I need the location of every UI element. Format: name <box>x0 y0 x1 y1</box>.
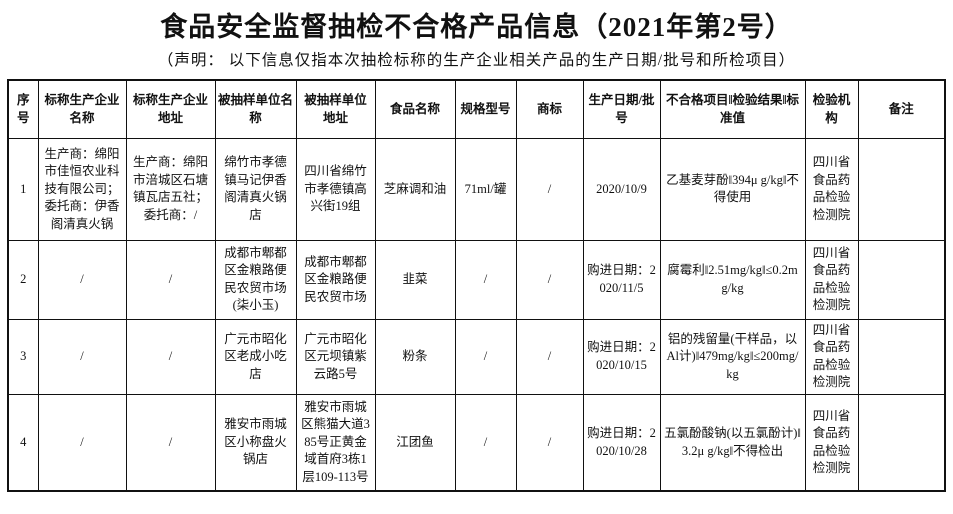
column-header-producer-name: 标称生产企业名称 <box>37 79 127 139</box>
table-cell: / <box>454 318 517 395</box>
table-cell <box>857 393 946 492</box>
table-cell <box>857 137 946 241</box>
column-header-remarks: 备注 <box>857 79 946 139</box>
table-cell: 购进日期：2020/11/5 <box>582 239 661 320</box>
column-header-inspection-agency: 检验机构 <box>804 79 859 139</box>
table-row: 2 / / 成都市郫都区金粮路便民农贸市场(柒小玉) 成都市郫都区金粮路便民农贸… <box>7 239 946 320</box>
page-title: 食品安全监督抽检不合格产品信息（2021年第2号） <box>160 12 793 42</box>
table-cell: / <box>515 239 584 320</box>
table-cell: / <box>37 393 127 492</box>
table-row: 3 / / 广元市昭化区老成小吃店 广元市昭化区元坝镇紫云路5号 粉条 / / … <box>7 318 946 395</box>
table-cell: 粉条 <box>374 318 456 395</box>
table-cell: 四川省食品药品检验检测院 <box>804 318 859 395</box>
table-cell: 四川省绵竹市孝德镇高兴街19组 <box>295 137 376 241</box>
document-page: 食品安全监督抽检不合格产品信息（2021年第2号） （声明： 以下信息仅指本次抽… <box>0 11 953 493</box>
column-header-trademark: 商标 <box>515 79 584 139</box>
column-header-food-name: 食品名称 <box>374 79 456 139</box>
table-cell: 乙基麦芽酚‖394μ g/kg‖不得使用 <box>659 137 806 241</box>
table-header-row: 序号 标称生产企业名称 标称生产企业地址 被抽样单位名称 被抽样单位地址 食品名… <box>7 79 946 139</box>
table-cell: 雅安市雨城区熊猫大道385号正黄金域首府3栋1层109-113号 <box>295 393 376 492</box>
table-cell: 四川省食品药品检验检测院 <box>804 393 859 492</box>
table-cell: / <box>37 318 127 395</box>
table-cell: 生产商：绵阳市涪城区石塘镇瓦店五社；委托商：/ <box>125 137 216 241</box>
table-row: 4 / / 雅安市雨城区小称盘火锅店 雅安市雨城区熊猫大道385号正黄金域首府3… <box>7 393 946 492</box>
table-cell: 绵竹市孝德镇马记伊香阁清真火锅店 <box>214 137 297 241</box>
table-cell: 成都市郫都区金粮路便民农贸市场 <box>295 239 376 320</box>
table-cell <box>857 239 946 320</box>
table-cell: 1 <box>7 137 39 241</box>
table-cell: 五氯酚酸钠(以五氯酚计)‖3.2μ g/kg‖不得检出 <box>659 393 806 492</box>
column-header-producer-address: 标称生产企业地址 <box>125 79 216 139</box>
column-header-sampled-unit-address: 被抽样单位地址 <box>295 79 376 139</box>
table-cell: 韭菜 <box>374 239 456 320</box>
table-cell: 广元市昭化区元坝镇紫云路5号 <box>295 318 376 395</box>
page-subtitle: （声明： 以下信息仅指本次抽检标称的生产企业相关产品的生产日期/批号和所检项目） <box>157 51 796 69</box>
table-cell: / <box>454 239 517 320</box>
table-row: 1 生产商：绵阳市佳恒农业科技有限公司；委托商：伊香阁清真火锅 生产商：绵阳市涪… <box>7 137 946 241</box>
table-cell: / <box>37 239 127 320</box>
table-cell <box>857 318 946 395</box>
column-header-spec-model: 规格型号 <box>454 79 517 139</box>
table-cell: 铝的残留量(干样品，以Al计)‖479mg/kg‖≤200mg/kg <box>659 318 806 395</box>
table-cell: 71ml/罐 <box>454 137 517 241</box>
table-cell: 购进日期：2020/10/15 <box>582 318 661 395</box>
column-header-failed-item-result-standard: 不合格项目‖检验结果‖标准值 <box>659 79 806 139</box>
table-cell: 3 <box>7 318 39 395</box>
table-cell: / <box>515 137 584 241</box>
column-header-index: 序号 <box>7 79 39 139</box>
table-cell: 购进日期：2020/10/28 <box>582 393 661 492</box>
table-cell: 2 <box>7 239 39 320</box>
column-header-production-date: 生产日期/批号 <box>582 79 661 139</box>
table-cell: 腐霉利‖2.51mg/kg‖≤0.2mg/kg <box>659 239 806 320</box>
table-cell: 4 <box>7 393 39 492</box>
table-cell: 雅安市雨城区小称盘火锅店 <box>214 393 297 492</box>
table-cell: / <box>515 393 584 492</box>
table-cell: / <box>125 318 216 395</box>
table-cell: / <box>515 318 584 395</box>
table-cell: 芝麻调和油 <box>374 137 456 241</box>
table-cell: 2020/10/9 <box>582 137 661 241</box>
table-cell: / <box>125 239 216 320</box>
table-cell: 江团鱼 <box>374 393 456 492</box>
table-cell: 四川省食品药品检验检测院 <box>804 137 859 241</box>
table-cell: 生产商：绵阳市佳恒农业科技有限公司；委托商：伊香阁清真火锅 <box>37 137 127 241</box>
table-cell: 广元市昭化区老成小吃店 <box>214 318 297 395</box>
table-cell: / <box>125 393 216 492</box>
table-cell: / <box>454 393 517 492</box>
inspection-results-table: 序号 标称生产企业名称 标称生产企业地址 被抽样单位名称 被抽样单位地址 食品名… <box>7 79 946 493</box>
column-header-sampled-unit-name: 被抽样单位名称 <box>214 79 297 139</box>
table-cell: 四川省食品药品检验检测院 <box>804 239 859 320</box>
table-cell: 成都市郫都区金粮路便民农贸市场(柒小玉) <box>214 239 297 320</box>
